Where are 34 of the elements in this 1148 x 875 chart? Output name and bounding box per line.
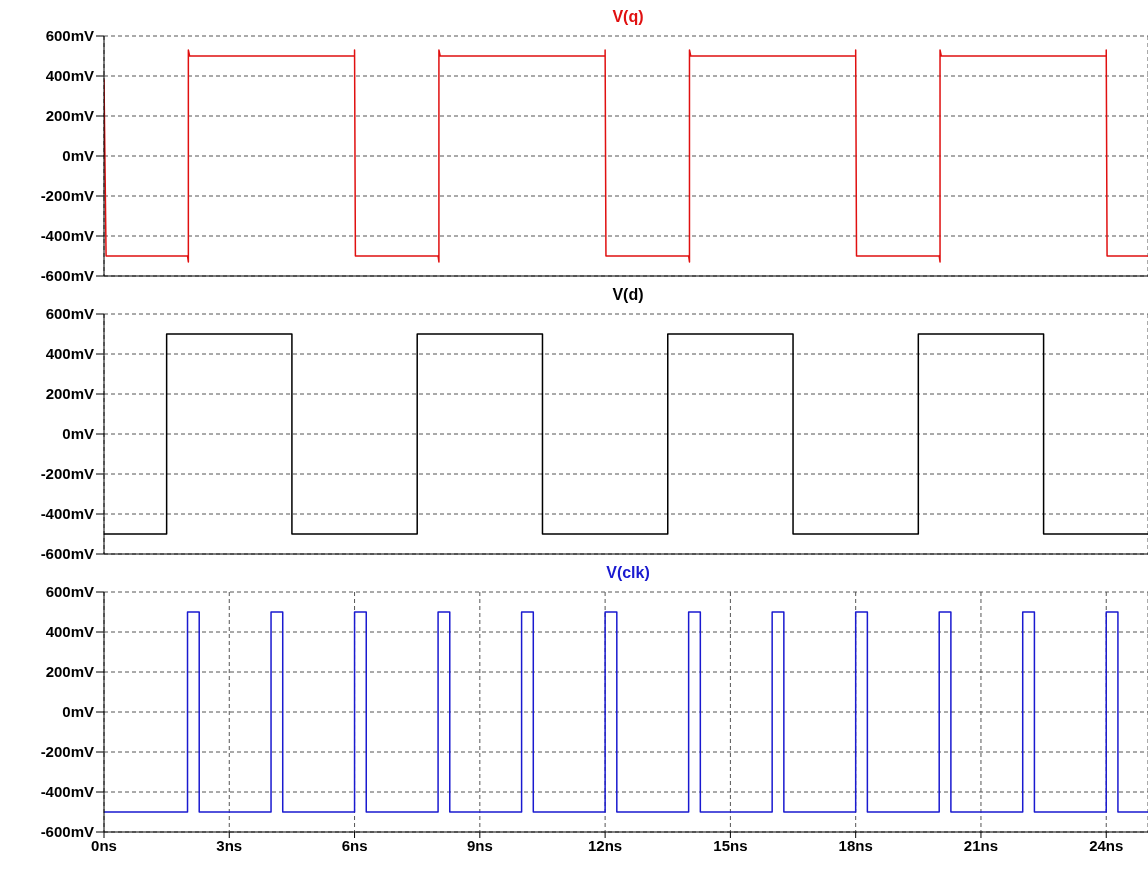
y-tick-label: -600mV: [40, 823, 94, 841]
chart-title: V(q): [611, 8, 645, 26]
y-tick-label: 400mV: [45, 345, 94, 363]
y-tick-label: 0mV: [62, 703, 94, 721]
x-tick-label: 15ns: [713, 836, 748, 854]
y-tick-label: 200mV: [45, 385, 94, 403]
x-tick-label: 0ns: [91, 836, 117, 854]
y-tick-label: 600mV: [45, 305, 94, 323]
y-tick-label: 200mV: [45, 107, 94, 125]
y-tick-label: 600mV: [45, 27, 94, 45]
x-tick-label: 24ns: [1089, 836, 1124, 854]
y-tick-label: -200mV: [40, 465, 94, 483]
y-tick-label: 400mV: [45, 67, 94, 85]
y-tick-label: -600mV: [40, 267, 94, 285]
x-tick-label: 21ns: [963, 836, 999, 854]
y-tick-label: 0mV: [62, 425, 94, 443]
y-tick-label: 600mV: [45, 583, 94, 601]
x-tick-label: 9ns: [466, 836, 493, 854]
x-tick-label: 3ns: [216, 836, 243, 854]
y-tick-label: -400mV: [40, 505, 94, 523]
y-tick-label: -600mV: [40, 545, 94, 563]
x-tick-label: 6ns: [341, 836, 368, 854]
line-series: [104, 49, 1148, 263]
chart-title: V(d): [611, 286, 645, 304]
y-tick-label: -200mV: [40, 743, 94, 761]
x-tick-label: 18ns: [838, 836, 873, 854]
x-tick-label: 12ns: [588, 836, 623, 854]
y-tick-label: 200mV: [45, 663, 94, 681]
y-tick-label: -400mV: [40, 783, 94, 801]
y-tick-label: 0mV: [62, 147, 94, 165]
chart-title: V(clk): [605, 564, 651, 582]
y-tick-label: -200mV: [40, 187, 94, 205]
y-tick-label: 400mV: [45, 623, 94, 641]
y-tick-label: -400mV: [40, 227, 94, 245]
